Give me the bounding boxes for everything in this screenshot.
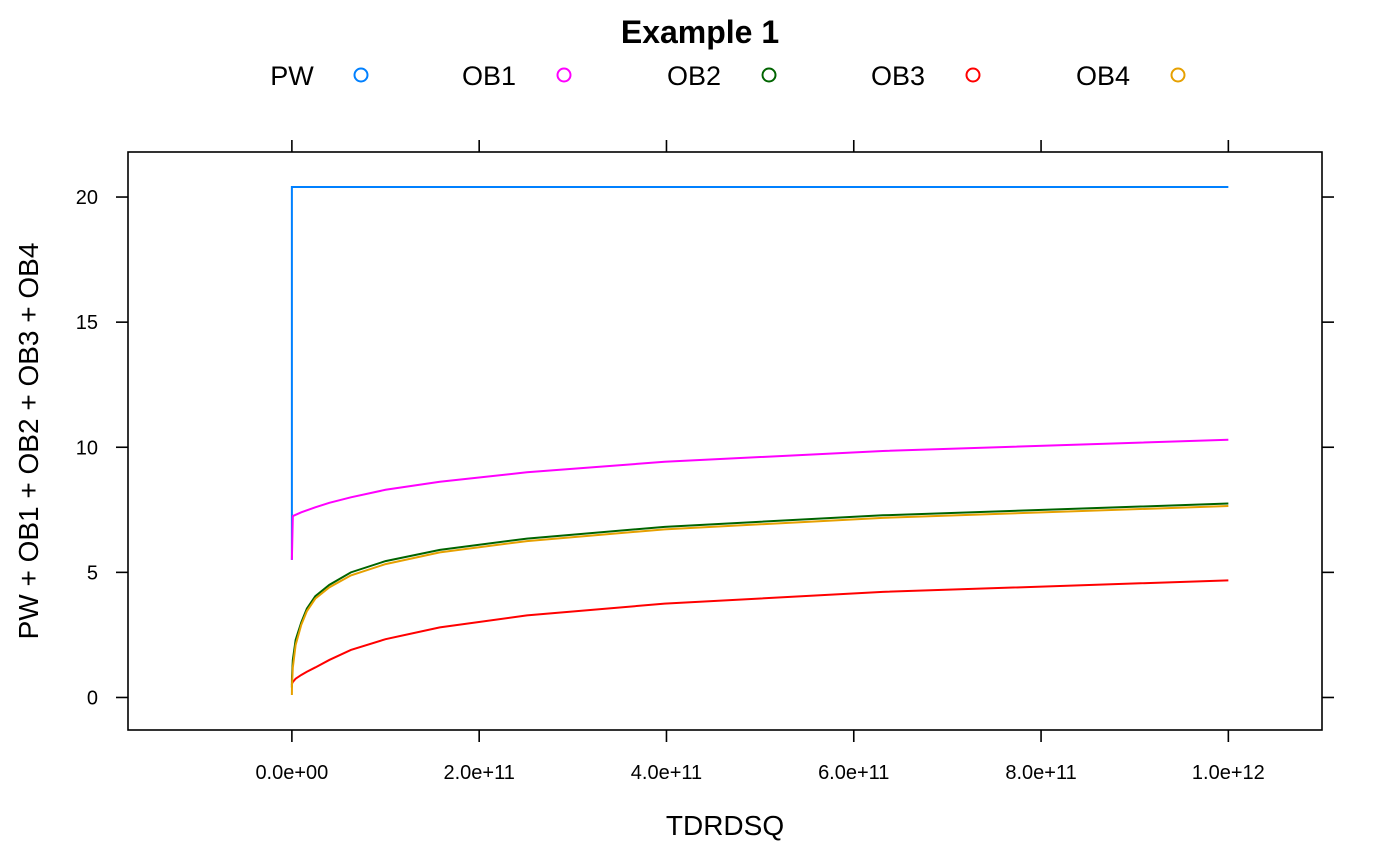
x-tick-label: 2.0e+11 <box>443 762 514 784</box>
series-line-ob1 <box>290 438 1229 560</box>
legend-item-ob2: OB2 <box>667 61 777 91</box>
legend: PW OB1 OB2 OB3 OB4 <box>270 61 1186 91</box>
x-tick-label: 8.0e+11 <box>1005 762 1076 784</box>
legend-marker-icon <box>965 67 981 83</box>
y-axis-label: PW + OB1 + OB2 + OB3 + OB4 <box>13 243 44 640</box>
legend-label: OB3 <box>871 61 925 91</box>
series-line-ob2 <box>290 502 1229 688</box>
plot-frame <box>127 151 1323 731</box>
legend-marker-icon <box>1170 67 1186 83</box>
x-tick-label: 0.0e+00 <box>255 762 328 784</box>
legend-item-pw: PW <box>270 61 369 91</box>
chart-title: Example 1 <box>621 14 779 50</box>
y-axis: 0 5 10 15 20 <box>76 187 1334 709</box>
x-tick-label: 6.0e+11 <box>818 762 889 784</box>
y-tick-label: 10 <box>76 437 98 459</box>
y-tick-label: 20 <box>76 187 98 209</box>
legend-label: OB4 <box>1076 61 1130 91</box>
legend-label: OB1 <box>462 61 516 91</box>
legend-label: OB2 <box>667 61 721 91</box>
y-tick-label: 0 <box>87 687 98 709</box>
x-axis-label: TDRDSQ <box>666 810 784 841</box>
series-layer <box>290 186 1229 695</box>
legend-marker-icon <box>353 67 369 83</box>
y-tick-label: 5 <box>87 562 98 584</box>
series-line-ob4 <box>290 505 1229 695</box>
legend-marker-icon <box>556 67 572 83</box>
legend-item-ob1: OB1 <box>462 61 572 91</box>
legend-marker-icon <box>761 67 777 83</box>
y-tick-label: 15 <box>76 312 98 334</box>
legend-item-ob4: OB4 <box>1076 61 1186 91</box>
series-line-ob3 <box>290 579 1229 686</box>
x-axis: 0.0e+00 2.0e+11 4.0e+11 6.0e+11 8.0e+11 1.0e+… <box>255 140 1265 784</box>
legend-label: PW <box>270 61 314 91</box>
x-tick-label: 4.0e+11 <box>631 762 702 784</box>
x-tick-label: 1.0e+12 <box>1192 762 1265 784</box>
series-line-pw <box>290 186 1229 560</box>
legend-item-ob3: OB3 <box>871 61 981 91</box>
